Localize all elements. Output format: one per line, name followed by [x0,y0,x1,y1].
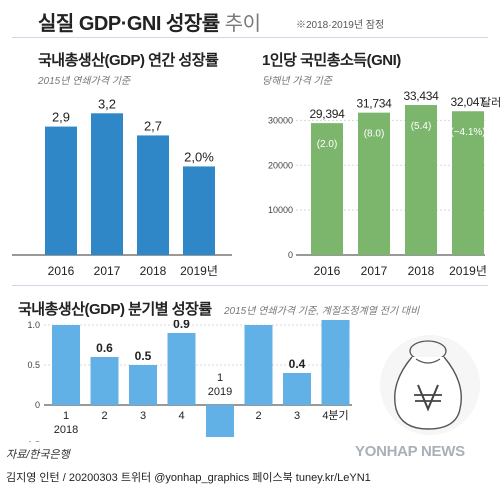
gdp-annual-year-label: 2019년 [180,264,218,278]
gni-title: 1인당 국민총소득(GNI) [262,52,401,69]
gdp-quarterly-title: 국내총생산(GDP) 분기별 성장률 [18,301,212,318]
gdp-annual-bar [45,126,77,255]
gni-chart: 0 10000 20000 30000 29,394 (2.0) 2016 31,734 (8.… [268,90,500,278]
gdp-annual-bar [183,166,215,255]
bag-body [394,356,462,430]
title-main: 실질 GDP·GNI 성장률 [38,13,220,35]
gni-growth-label: (−4.1%) [450,127,485,138]
gni-value-label: 33,434 [404,90,440,103]
quarterly-value-label: 1.0 [250,320,267,323]
quarterly-bar [129,365,157,405]
watermark-logo: YONHAP NEWS [355,443,465,460]
quarterly-category-label: 2 [101,410,107,422]
quarterly-ytick-label: −0.5 [22,440,40,442]
gdp-annual-bar [91,113,123,256]
credit-text: 김지영 인턴 / 20200303 트위터 @yonhap_graphics 페… [6,472,371,484]
quarterly-value-label: 0.9 [173,320,190,331]
gni-bar [452,111,484,256]
quarterly-category-label: 2 [255,410,261,422]
quarterly-bar [167,333,196,405]
gni-bar [311,123,343,255]
quarterly-bar [244,325,273,405]
money-bag-illustration [380,335,480,435]
gni-ytick-label: 20000 [268,160,293,170]
gdp-quarterly-chart: −0.5 0 0.5 1.0 1.0 1 0.6 2 0.5 3 0.9 4 −0.4 1 1.0 2 0.4 3… [22,320,352,442]
gdp-annual-year-label: 2018 [140,264,167,278]
gni-ytick-label: 0 [288,250,293,260]
gdp-quarterly-subtitle: 2015년 연쇄가격 기준, 계절조정계열 전기 대비 [224,306,420,317]
won-sign-icon [417,384,439,412]
section-divider [12,285,488,286]
gni-value-label: 29,394 [310,107,346,121]
gdp-annual-title: 국내총생산(GDP) 연간 성장률 [38,52,219,69]
quarterly-value-label: 0.4 [289,357,306,371]
credit-bar [0,462,500,487]
gdp-annual-chart: 2,9 2016 3,2 2017 2,7 2018 2,0% 2019년 [12,96,232,278]
gni-year-label: 2018 [408,264,435,278]
gdp-annual-value-label: 2,7 [144,118,162,133]
quarterly-category-label: 4분기 [322,409,348,422]
gni-bar [405,105,437,255]
gni-value-label: 31,734 [357,97,393,111]
quarterly-category-label: 1 [63,410,69,422]
source-text: 자료/한국은행 [6,449,70,461]
page-title: 실질 GDP·GNI 성장률 추이 [38,7,261,36]
gni-ytick-label: 10000 [268,205,293,215]
quarterly-value-label: 0.6 [96,341,113,355]
gni-growth-label: (2.0) [317,139,338,150]
quarterly-value-label: 1.0 [58,320,75,323]
gdp-annual-subtitle: 2015년 연쇄가격 기준 [38,76,131,87]
gni-growth-label: (5.4) [411,121,432,132]
quarterly-category-label: 3 [294,410,300,422]
gni-unit-label: 달러 [481,96,500,109]
gdp-annual-year-label: 2017 [94,264,121,278]
won-sign-bars [414,394,442,402]
gdp-annual-value-label: 2,9 [52,110,70,125]
quarterly-bar [52,325,80,405]
quarterly-category-label: 1 [217,372,223,384]
title-accent: 추이 [224,13,261,35]
title-divider [12,37,488,38]
gni-year-label: 2016 [314,264,341,278]
quarterly-value-label: 0.5 [135,349,152,363]
gdp-annual-value-label: 3,2 [98,96,116,111]
quarterly-category-label: 4 [178,410,184,422]
bag-tie [415,358,441,364]
quarterly-year-label: 2019 [208,386,232,398]
quarterly-year-label: 2018 [54,424,78,436]
gdp-annual-value-label: 2,0% [184,149,214,164]
gni-bar [358,112,390,255]
quarterly-category-label: 3 [140,410,146,422]
gni-year-label: 2017 [361,264,388,278]
quarterly-bar [321,320,350,405]
gdp-annual-bar [137,135,169,255]
gni-ytick-label: 30000 [268,115,293,125]
quarterly-bar [206,405,234,437]
quarterly-bar [283,373,311,405]
gni-value-label: 32,047 [451,95,487,109]
quarterly-ytick-label: 0.5 [27,360,40,370]
gni-year-label: 2019년 [449,264,487,278]
quarterly-bar [90,357,119,405]
gni-growth-label: (8.0) [364,129,385,140]
gdp-annual-year-label: 2016 [48,264,75,278]
provisional-note: ※2018·2019년 잠정 [296,20,385,31]
quarterly-value-label: −0.4 [208,440,232,442]
quarterly-ytick-label: 0 [35,400,40,410]
gni-subtitle: 당해년 가격 기준 [262,76,332,87]
quarterly-ytick-label: 1.0 [27,320,40,330]
